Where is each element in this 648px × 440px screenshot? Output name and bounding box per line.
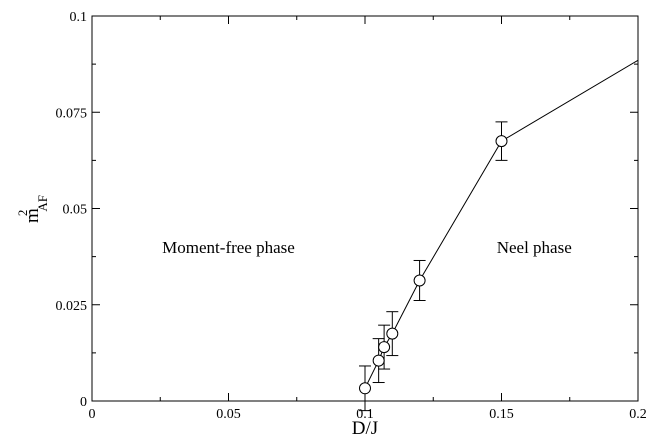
y-axis-title-superscript: 2 — [15, 210, 30, 217]
y-tick-label: 0.075 — [56, 106, 88, 121]
data-point — [386, 327, 399, 340]
y-tick-labels: 0 0.025 0.05 0.075 0.1 — [56, 10, 88, 410]
x-tick-label: 0.05 — [216, 407, 241, 422]
svg-text:m2AF: m2 AF — [15, 195, 50, 223]
data-point — [413, 274, 426, 287]
data-point — [359, 382, 371, 395]
series-line — [364, 59, 639, 389]
data-points — [359, 135, 508, 395]
axis-ticks — [91, 15, 639, 402]
data-point — [372, 354, 385, 367]
x-axis-title: D/J — [352, 418, 378, 439]
y-axis-title: m2 AF — [15, 195, 50, 223]
annotation-label: Neel phase — [497, 238, 572, 257]
annotation-label: Moment-free phase — [162, 238, 295, 257]
y-tick-label: 0.025 — [56, 299, 88, 314]
plot-frame — [91, 15, 639, 402]
series-polyline — [364, 59, 639, 389]
error-bars — [359, 121, 508, 412]
y-tick-label: 0.05 — [63, 203, 88, 218]
x-tick-label: 0.2 — [629, 407, 647, 422]
y-axis-title-subscript: AF — [35, 195, 50, 212]
annotations: Moment-free phase Neel phase — [162, 238, 572, 257]
data-point — [378, 341, 391, 354]
x-tick-label: 0 — [89, 407, 96, 422]
y-tick-label: 0 — [80, 395, 87, 410]
x-tick-label: 0.15 — [489, 407, 514, 422]
y-axis-title-base: m — [22, 208, 43, 223]
y-tick-label: 0.1 — [70, 10, 88, 25]
data-point — [495, 135, 508, 148]
